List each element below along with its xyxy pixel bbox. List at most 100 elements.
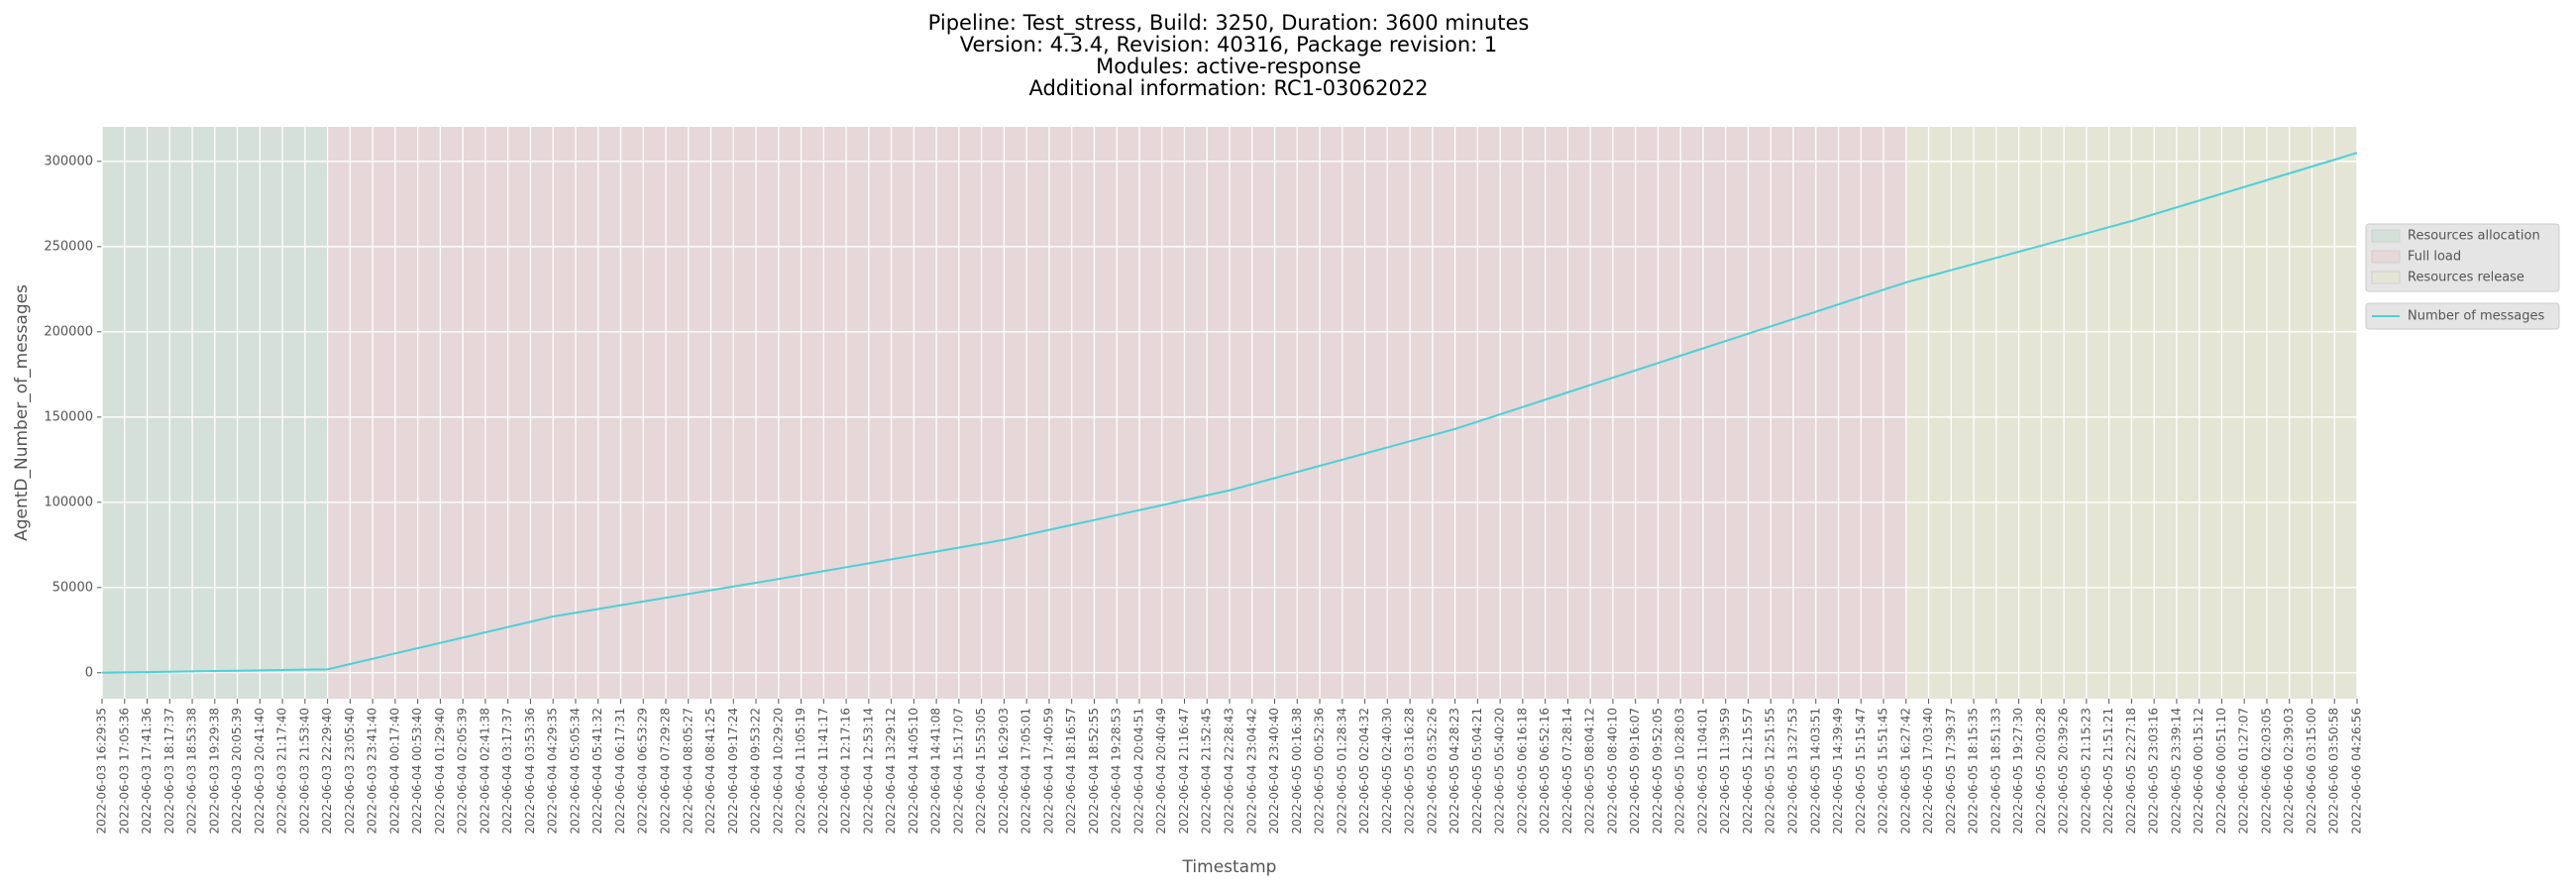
y-tick-label: 200000 xyxy=(44,324,93,339)
x-tick-label: 2022-06-05 15:15:47 xyxy=(1854,708,1868,834)
x-tick-label: 2022-06-05 11:39:59 xyxy=(1718,708,1732,834)
legend-box xyxy=(2365,302,2560,330)
x-tick-label: 2022-06-04 06:17:31 xyxy=(613,708,627,834)
x-tick-label: 2022-06-04 14:05:10 xyxy=(907,708,920,834)
legend-box xyxy=(2365,223,2560,292)
x-tick-label: 2022-06-05 19:27:30 xyxy=(2011,708,2025,834)
x-tick-label: 2022-06-04 07:29:28 xyxy=(659,708,673,834)
legend-label: Number of messages xyxy=(2408,309,2544,324)
x-tick-label: 2022-06-04 15:53:05 xyxy=(974,708,988,834)
x-tick-label: 2022-06-04 17:40:59 xyxy=(1041,708,1055,834)
x-tick-label: 2022-06-03 19:29:38 xyxy=(207,708,221,834)
x-tick-label: 2022-06-05 02:40:30 xyxy=(1380,708,1394,834)
x-tick-label: 2022-06-04 19:28:53 xyxy=(1110,708,1124,834)
x-tick-label: 2022-06-04 09:17:24 xyxy=(726,708,740,834)
x-tick-label: 2022-06-05 02:04:32 xyxy=(1357,708,1371,834)
x-tick-label: 2022-06-04 10:29:20 xyxy=(771,708,785,834)
x-tick-label: 2022-06-05 21:15:23 xyxy=(2079,708,2093,834)
y-axis-label: AgentD_Number_of_messages xyxy=(12,284,32,541)
chart-title: Modules: active-response xyxy=(1096,55,1361,78)
y-tick-label: 100000 xyxy=(44,495,93,509)
x-tick-label: 2022-06-04 02:05:39 xyxy=(456,708,470,834)
x-tick-label: 2022-06-05 12:15:57 xyxy=(1741,708,1755,834)
chart-title: Pipeline: Test_stress, Build: 3250, Dura… xyxy=(928,11,1530,36)
x-tick-label: 2022-06-03 20:41:40 xyxy=(253,708,267,834)
y-tick-label: 50000 xyxy=(53,580,93,595)
x-tick-label: 2022-06-04 22:28:43 xyxy=(1223,708,1236,834)
x-tick-label: 2022-06-04 11:41:17 xyxy=(816,708,830,834)
x-tick-label: 2022-06-04 09:53:22 xyxy=(749,708,763,834)
x-tick-label: 2022-06-05 17:03:40 xyxy=(1921,708,1935,834)
x-tick-label: 2022-06-04 05:41:32 xyxy=(590,708,604,834)
x-tick-label: 2022-06-04 15:17:07 xyxy=(951,708,965,834)
x-tick-label: 2022-06-06 00:51:10 xyxy=(2214,708,2228,834)
x-tick-label: 2022-06-05 20:03:28 xyxy=(2034,708,2048,834)
x-tick-label: 2022-06-03 16:29:35 xyxy=(95,708,109,834)
x-tick-label: 2022-06-03 18:17:37 xyxy=(162,708,176,834)
x-tick-label: 2022-06-04 23:40:40 xyxy=(1267,708,1281,834)
legend-swatch xyxy=(2371,271,2401,284)
x-tick-label: 2022-06-06 02:03:05 xyxy=(2259,708,2273,834)
y-tick-label: 150000 xyxy=(44,409,93,424)
x-tick-label: 2022-06-06 03:50:58 xyxy=(2327,708,2341,834)
x-tick-label: 2022-06-03 18:53:38 xyxy=(185,708,199,834)
x-tick-label: 2022-06-04 14:41:08 xyxy=(929,708,943,834)
x-tick-label: 2022-06-03 23:41:40 xyxy=(366,708,379,834)
x-tick-label: 2022-06-04 21:52:45 xyxy=(1200,708,1214,834)
x-tick-label: 2022-06-03 17:41:36 xyxy=(140,708,154,834)
x-tick-label: 2022-06-05 13:27:53 xyxy=(1786,708,1800,834)
x-tick-label: 2022-06-04 05:05:34 xyxy=(568,708,582,834)
legend-label: Resources release xyxy=(2408,271,2524,285)
x-tick-label: 2022-06-05 14:39:49 xyxy=(1831,708,1845,834)
x-tick-label: 2022-06-06 02:39:03 xyxy=(2282,708,2296,834)
x-tick-label: 2022-06-05 05:40:20 xyxy=(1493,708,1507,834)
x-tick-label: 2022-06-03 21:53:40 xyxy=(297,708,311,834)
x-tick-label: 2022-06-05 04:28:23 xyxy=(1448,708,1461,834)
x-tick-label: 2022-06-05 17:39:37 xyxy=(1944,708,1958,834)
x-tick-label: 2022-06-05 22:27:18 xyxy=(2124,708,2138,834)
x-tick-label: 2022-06-05 09:52:05 xyxy=(1651,708,1664,834)
x-tick-label: 2022-06-05 18:51:33 xyxy=(1988,708,2002,834)
x-tick-label: 2022-06-05 12:51:55 xyxy=(1764,708,1777,834)
legend-label: Resources allocation xyxy=(2408,229,2540,244)
x-tick-label: 2022-06-04 00:53:40 xyxy=(410,708,424,834)
x-tick-label: 2022-06-03 17:05:36 xyxy=(117,708,131,834)
x-tick-label: 2022-06-04 13:29:12 xyxy=(884,708,898,834)
legend-label: Full load xyxy=(2408,250,2461,265)
x-tick-label: 2022-06-05 21:51:21 xyxy=(2101,708,2115,834)
x-tick-label: 2022-06-05 20:39:26 xyxy=(2057,708,2071,834)
x-tick-label: 2022-06-04 20:04:51 xyxy=(1131,708,1145,834)
x-tick-label: 2022-06-05 18:15:35 xyxy=(1967,708,1981,834)
x-tick-label: 2022-06-03 20:05:39 xyxy=(230,708,244,834)
x-tick-label: 2022-06-04 04:29:35 xyxy=(546,708,560,834)
x-tick-label: 2022-06-05 11:04:01 xyxy=(1695,708,1709,834)
x-tick-label: 2022-06-04 02:41:38 xyxy=(478,708,491,834)
x-tick-label: 2022-06-04 01:29:40 xyxy=(433,708,447,834)
chart-title: Additional information: RC1-03062022 xyxy=(1028,76,1428,100)
x-tick-label: 2022-06-04 03:17:37 xyxy=(500,708,514,834)
legend-swatch xyxy=(2371,229,2401,243)
x-tick-label: 2022-06-04 21:16:47 xyxy=(1177,708,1191,834)
x-tick-label: 2022-06-04 08:41:25 xyxy=(703,708,717,834)
x-tick-label: 2022-06-04 00:17:40 xyxy=(387,708,401,834)
x-tick-label: 2022-06-06 01:27:07 xyxy=(2237,708,2251,834)
x-tick-label: 2022-06-05 08:04:12 xyxy=(1583,708,1597,834)
x-tick-label: 2022-06-04 18:16:57 xyxy=(1064,708,1078,834)
x-tick-label: 2022-06-06 00:15:12 xyxy=(2192,708,2205,834)
x-axis-label: Timestamp xyxy=(1182,857,1277,877)
y-tick-label: 300000 xyxy=(44,154,93,168)
x-tick-label: 2022-06-05 06:16:18 xyxy=(1515,708,1529,834)
x-tick-label: 2022-06-04 16:29:03 xyxy=(997,708,1011,834)
x-tick-label: 2022-06-04 03:53:36 xyxy=(523,708,537,834)
x-tick-label: 2022-06-05 00:52:36 xyxy=(1313,708,1327,834)
x-tick-label: 2022-06-05 15:51:45 xyxy=(1877,708,1890,834)
x-tick-label: 2022-06-05 08:40:10 xyxy=(1605,708,1619,834)
x-tick-label: 2022-06-05 03:16:28 xyxy=(1403,708,1417,834)
x-tick-label: 2022-06-04 20:40:49 xyxy=(1154,708,1168,834)
y-tick-label: 250000 xyxy=(44,239,93,254)
x-tick-label: 2022-06-06 03:15:00 xyxy=(2305,708,2318,834)
x-tick-label: 2022-06-05 23:39:14 xyxy=(2169,708,2183,834)
x-tick-label: 2022-06-05 01:28:34 xyxy=(1335,708,1348,834)
x-tick-label: 2022-06-04 23:04:42 xyxy=(1244,708,1258,834)
